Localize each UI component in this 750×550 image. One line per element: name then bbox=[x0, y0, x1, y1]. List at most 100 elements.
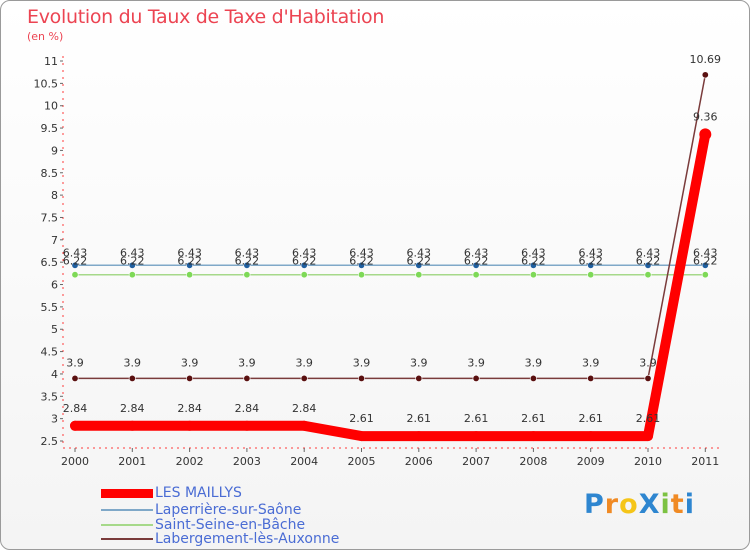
series-point-0 bbox=[127, 420, 138, 431]
series-point-2 bbox=[300, 271, 308, 279]
series-point-2 bbox=[644, 271, 652, 279]
data-label: 6.22 bbox=[693, 255, 718, 268]
series-point-2 bbox=[186, 271, 194, 279]
series-point-1 bbox=[243, 261, 251, 269]
y-tick-label: 8.5 bbox=[41, 167, 59, 180]
data-label: 3.9 bbox=[353, 356, 371, 369]
series-point-3 bbox=[186, 374, 194, 382]
y-tick-label: 8 bbox=[51, 189, 58, 202]
series-point-3 bbox=[587, 374, 595, 382]
y-tick-label: 3.5 bbox=[41, 390, 59, 403]
logo-letter: X bbox=[638, 489, 661, 520]
series-point-2 bbox=[587, 271, 595, 279]
data-label: 6.22 bbox=[636, 255, 661, 268]
data-label: 6.43 bbox=[578, 246, 603, 259]
y-tick-label: 4.5 bbox=[41, 346, 59, 359]
series-point-2 bbox=[701, 271, 709, 279]
x-tick-label: 2000 bbox=[61, 455, 89, 468]
logo-letter: t bbox=[670, 489, 685, 520]
chart-subtitle: (en %) bbox=[27, 30, 64, 43]
series-point-1 bbox=[472, 261, 480, 269]
data-label: 10.69 bbox=[690, 53, 722, 66]
data-label: 6.43 bbox=[63, 246, 88, 259]
data-label: 2.61 bbox=[578, 412, 603, 425]
x-tick-label: 2001 bbox=[118, 455, 146, 468]
data-label: 9.36 bbox=[693, 110, 718, 123]
series-point-0 bbox=[643, 431, 653, 442]
series-point-3 bbox=[529, 374, 537, 382]
series-point-2 bbox=[472, 271, 480, 279]
data-label: 6.43 bbox=[407, 246, 432, 259]
logo-letter: o bbox=[619, 489, 639, 520]
legend-label: LES MAILLYS bbox=[155, 485, 242, 501]
data-label: 6.22 bbox=[177, 255, 202, 268]
data-label: 6.22 bbox=[235, 255, 260, 268]
data-label: 6.43 bbox=[464, 246, 489, 259]
data-label: 3.9 bbox=[639, 356, 657, 369]
series-layer bbox=[70, 71, 712, 442]
series-point-2 bbox=[243, 271, 251, 279]
y-tick-label: 7.5 bbox=[41, 211, 59, 224]
chart-title: Evolution du Taux de Taxe d'Habitation bbox=[27, 6, 385, 28]
series-point-2 bbox=[357, 271, 365, 279]
data-label: 6.43 bbox=[693, 246, 718, 259]
data-label: 3.9 bbox=[295, 356, 313, 369]
series-point-1 bbox=[71, 261, 79, 269]
x-tick-label: 2003 bbox=[233, 455, 261, 468]
series-point-1 bbox=[128, 261, 136, 269]
data-label: 6.43 bbox=[235, 246, 260, 259]
series-point-0 bbox=[184, 420, 195, 431]
data-label: 2.61 bbox=[636, 412, 661, 425]
logo-letter: i bbox=[684, 489, 695, 520]
series-point-1 bbox=[701, 261, 709, 269]
series-point-3 bbox=[128, 374, 136, 382]
data-label: 2.61 bbox=[407, 412, 432, 425]
y-tick-label: 9 bbox=[51, 144, 58, 157]
series-point-1 bbox=[357, 261, 365, 269]
data-label: 6.43 bbox=[292, 246, 317, 259]
y-tick-label: 5.5 bbox=[41, 301, 59, 314]
series-point-0 bbox=[699, 128, 712, 141]
data-label: 2.84 bbox=[120, 402, 145, 415]
data-label: 2.61 bbox=[349, 412, 374, 425]
data-label: 6.22 bbox=[578, 255, 603, 268]
y-tick-label: 10 bbox=[44, 100, 58, 113]
x-tick-label: 2008 bbox=[519, 455, 547, 468]
series-point-3 bbox=[415, 374, 423, 382]
x-tick-label: 2011 bbox=[691, 455, 719, 468]
x-tick-label: 2009 bbox=[577, 455, 605, 468]
series-point-0 bbox=[528, 431, 539, 442]
series-point-3 bbox=[71, 374, 79, 382]
y-tick-label: 2.5 bbox=[41, 435, 59, 448]
legend-swatch bbox=[101, 488, 153, 498]
data-label: 3.9 bbox=[181, 356, 199, 369]
x-tick-label: 2002 bbox=[176, 455, 204, 468]
series-point-0 bbox=[70, 420, 80, 431]
series-point-2 bbox=[128, 271, 136, 279]
data-label: 6.22 bbox=[120, 255, 145, 268]
series-point-3 bbox=[701, 71, 709, 79]
data-label: 3.9 bbox=[238, 356, 256, 369]
series-line-0 bbox=[70, 129, 711, 442]
legend-swatch bbox=[101, 524, 153, 526]
legend-label: Laperrière-sur-Saône bbox=[155, 502, 302, 518]
logo-letter: r bbox=[604, 489, 620, 520]
data-label: 6.43 bbox=[521, 246, 546, 259]
y-tick-label: 6 bbox=[51, 279, 58, 292]
series-point-1 bbox=[529, 261, 537, 269]
series-point-0 bbox=[356, 431, 367, 442]
data-labels-layer: 2.84 2.84 2.84 2.84 2.84 2.61 2.61 2.61 2.61 2.61… bbox=[63, 53, 721, 425]
series-point-3 bbox=[300, 374, 308, 382]
series-point-3 bbox=[243, 374, 251, 382]
data-label: 3.9 bbox=[66, 356, 84, 369]
data-label: 6.43 bbox=[177, 246, 202, 259]
data-label: 2.84 bbox=[235, 402, 260, 415]
series-point-0 bbox=[413, 431, 424, 442]
y-tick-label: 3 bbox=[51, 413, 58, 426]
data-label: 2.84 bbox=[63, 402, 88, 415]
series-point-0 bbox=[585, 431, 596, 442]
legend-swatch bbox=[101, 509, 153, 511]
y-tick-label: 4 bbox=[51, 368, 58, 381]
